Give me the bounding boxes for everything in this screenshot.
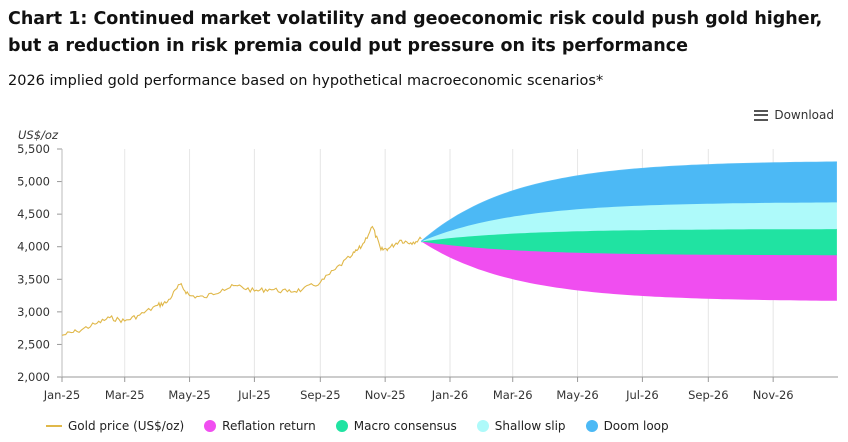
y-tick-label: 4,000 xyxy=(17,240,50,254)
legend-label-doom: Doom loop xyxy=(603,419,669,433)
x-tick-label: Sep-25 xyxy=(300,388,340,402)
legend-label-reflation: Reflation return xyxy=(222,419,316,433)
x-tick-label: Jul-26 xyxy=(625,388,659,402)
legend-label-shallow: Shallow slip xyxy=(494,419,566,433)
x-tick-label: May-26 xyxy=(556,388,598,402)
band-reflation-return xyxy=(421,241,837,301)
y-tick-label: 5,000 xyxy=(17,175,50,189)
x-tick-label: Nov-26 xyxy=(753,388,794,402)
y-tick-label: 5,500 xyxy=(17,142,50,156)
legend-swatch-macro xyxy=(335,420,348,432)
band-doom-loop-edge xyxy=(420,161,837,242)
band-shallow-slip xyxy=(421,202,837,242)
y-tick-label: 2,500 xyxy=(17,337,50,351)
chart-subtitle: 2026 implied gold performance based on h… xyxy=(8,73,604,89)
x-tick-label: Jan-25 xyxy=(43,388,81,402)
legend-swatch-reflation xyxy=(204,420,217,432)
legend: Gold price (US$/oz) Reflation return Mac… xyxy=(46,419,669,433)
legend-item-reflation-return[interactable]: Reflation return xyxy=(204,419,316,433)
y-tick-label: 3,000 xyxy=(17,305,50,319)
legend-swatch-shallow xyxy=(476,420,489,432)
x-tick-label: Mar-25 xyxy=(105,388,145,402)
y-tick-label: 4,500 xyxy=(17,207,50,221)
download-button[interactable]: Download xyxy=(754,108,834,122)
legend-label-gold: Gold price (US$/oz) xyxy=(68,419,185,433)
legend-swatch-doom xyxy=(585,420,598,432)
chart-title: Chart 1: Continued market volatility and… xyxy=(8,9,823,56)
legend-item-doom-loop[interactable]: Doom loop xyxy=(585,419,669,433)
legend-swatch-gold xyxy=(46,425,62,427)
x-tick-label: May-25 xyxy=(168,388,210,402)
y-tick-label: 2,000 xyxy=(17,370,50,384)
band-macro-consensus xyxy=(421,229,837,256)
x-tick-label: Jul-25 xyxy=(237,388,271,402)
legend-item-gold-price[interactable]: Gold price (US$/oz) xyxy=(46,419,184,433)
band-doom-loop xyxy=(421,162,837,242)
legend-item-macro-consensus[interactable]: Macro consensus xyxy=(335,419,457,433)
x-tick-label: Sep-26 xyxy=(688,388,728,402)
download-label: Download xyxy=(774,108,834,122)
x-tick-label: Nov-25 xyxy=(365,388,406,402)
legend-label-macro: Macro consensus xyxy=(353,419,457,433)
x-tick-label: Jan-26 xyxy=(431,388,469,402)
x-tick-label: Mar-26 xyxy=(493,388,533,402)
gold-price-line xyxy=(61,225,422,336)
y-axis-label: US$/oz xyxy=(18,128,59,142)
legend-item-shallow-slip[interactable]: Shallow slip xyxy=(476,419,566,433)
menu-icon xyxy=(754,109,769,121)
y-tick-label: 3,500 xyxy=(17,272,50,286)
